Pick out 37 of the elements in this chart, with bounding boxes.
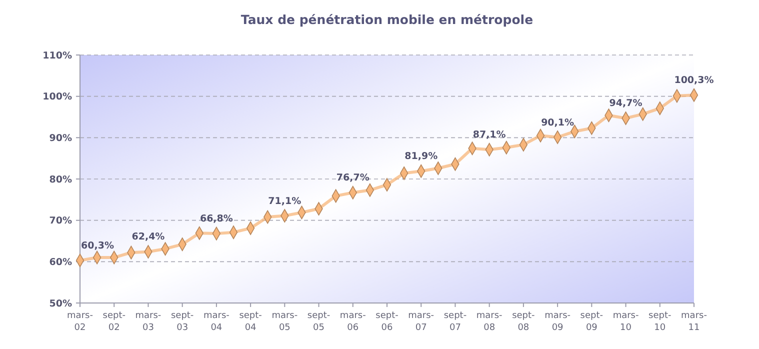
- x-tick-label: mars-02: [67, 311, 93, 333]
- y-tick-label: 80%: [49, 174, 72, 186]
- x-tick-label: sept-09: [580, 311, 604, 333]
- x-tick-label: sept-02: [102, 311, 126, 333]
- data-label: 71,1%: [268, 196, 302, 207]
- data-label: 100,3%: [674, 75, 714, 86]
- x-tick-label: mars-09: [544, 311, 571, 333]
- data-label: 81,9%: [404, 151, 438, 162]
- x-tick-label: sept-10: [648, 311, 672, 333]
- x-tick-label: mars-03: [135, 311, 162, 333]
- x-tick-label: mars-04: [203, 311, 230, 333]
- data-label: 62,4%: [132, 232, 166, 243]
- x-tick-label: mars-07: [408, 311, 434, 333]
- y-tick-label: 70%: [49, 216, 72, 227]
- x-tick-label: mars-06: [340, 311, 366, 333]
- y-tick-label: 50%: [49, 298, 72, 310]
- chart-title: Taux de pénétration mobile en métropole: [240, 12, 534, 27]
- x-tick-label: mars-08: [476, 311, 502, 333]
- data-label: 87,1%: [472, 130, 506, 141]
- x-tick-label: sept-06: [376, 311, 398, 333]
- x-tick-label: sept-03: [170, 311, 194, 333]
- x-tick-label: sept-04: [239, 311, 262, 333]
- x-tick-label: mars-11: [681, 311, 707, 333]
- x-tick-label: mars-10: [612, 311, 639, 333]
- y-tick-label: 100%: [42, 92, 72, 103]
- y-tick-label: 90%: [49, 132, 72, 144]
- data-label: 76,7%: [336, 172, 370, 184]
- data-label: 94,7%: [609, 98, 643, 110]
- data-label: 66,8%: [200, 214, 234, 225]
- x-tick-label: sept-08: [512, 311, 535, 333]
- y-tick-label: 60%: [49, 256, 72, 268]
- data-label: 90,1%: [541, 117, 575, 128]
- x-tick-label: sept-05: [307, 311, 330, 333]
- y-tick-label: 110%: [42, 50, 72, 62]
- data-label: 60,3%: [81, 240, 114, 252]
- x-tick-label: mars-05: [272, 311, 298, 333]
- x-tick-label: sept-07: [444, 311, 467, 333]
